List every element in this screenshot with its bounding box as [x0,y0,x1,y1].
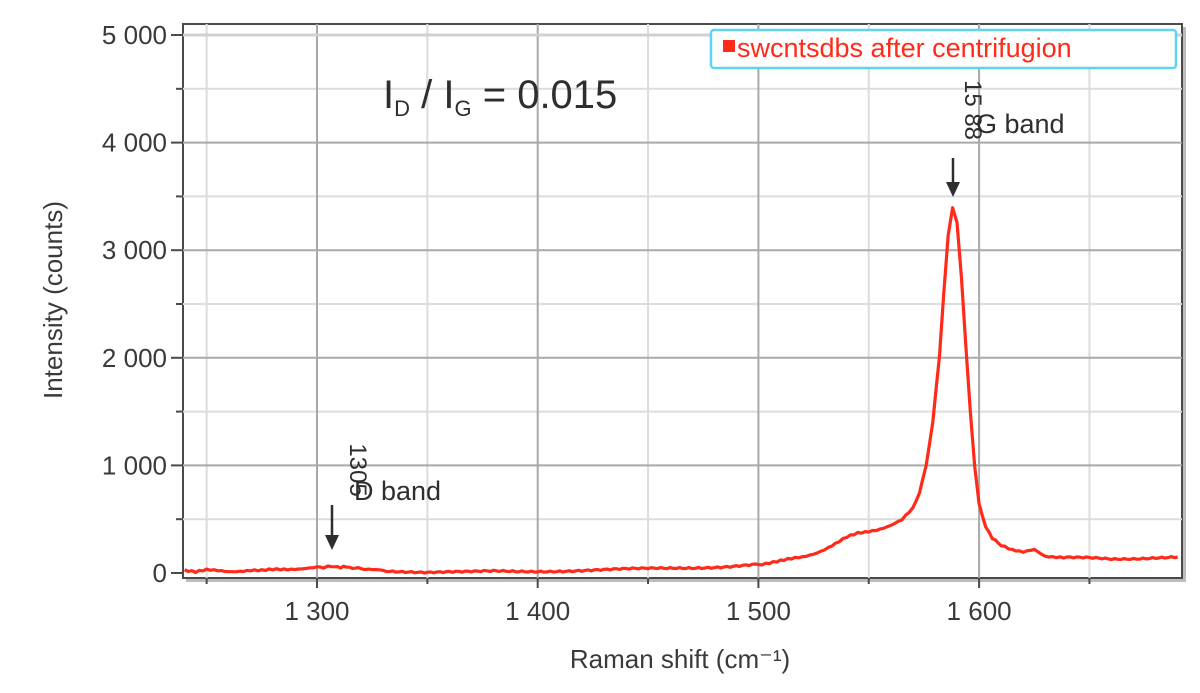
spectrum-line [183,206,1179,575]
legend-label: swcntsdbs after centrifugion [737,33,1072,63]
ratio-annotation: ID / IG = 0.015 [383,73,617,121]
ratio-text: ID / IG = 0.015 [383,73,617,121]
plot-area [182,23,1183,579]
d-band-label: D band [354,476,441,506]
y-tick-label: 3 000 [102,235,167,265]
g-band-position: 15 88 [959,80,986,140]
d-band-annotation: 1305 D band [325,443,441,550]
d-band-position: 1305 [344,443,371,496]
x-tick-label: 1 500 [726,596,791,626]
y-axis-ticks: 0 1 000 2 000 3 000 4 000 5 000 [102,20,183,588]
y-tick-label: 5 000 [102,20,167,50]
d-band-arrowhead-icon [325,535,339,550]
g-band-arrowhead-icon [946,182,960,197]
x-tick-label: 1 300 [284,596,349,626]
g-band-label: G band [976,109,1065,139]
y-axis-label: Intensity (counts) [38,201,68,399]
g-band-annotation: 15 88 G band [946,80,1065,197]
x-axis-ticks: 1 300 1 400 1 500 1 600 [205,578,1091,626]
x-tick-label: 1 400 [505,596,570,626]
x-axis-label: Raman shift (cm⁻¹) [570,644,790,674]
legend-box [709,28,1178,70]
legend-swatch-icon [723,40,735,52]
y-tick-label: 1 000 [102,450,167,480]
y-tick-label: 0 [153,558,167,588]
legend: swcntsdbs after centrifugion [709,28,1178,70]
x-tick-label: 1 600 [947,596,1012,626]
y-tick-label: 4 000 [102,128,167,158]
minor-gridlines [183,24,1182,578]
y-tick-label: 2 000 [102,343,167,373]
